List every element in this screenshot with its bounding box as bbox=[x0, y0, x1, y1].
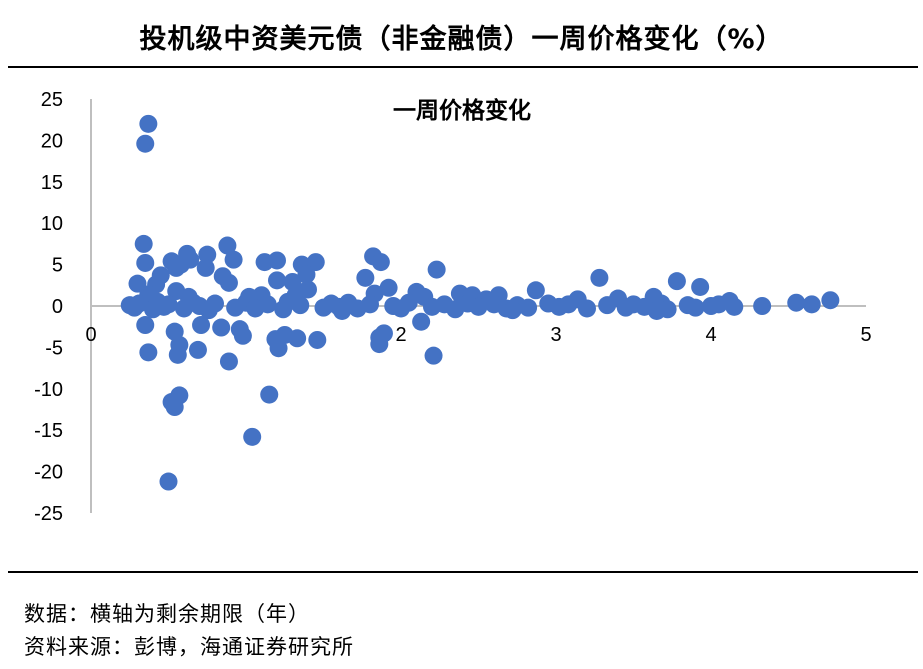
y-tick-label: 25 bbox=[41, 89, 63, 111]
data-point bbox=[691, 277, 710, 296]
data-point bbox=[787, 293, 806, 312]
data-points bbox=[120, 114, 840, 491]
data-point bbox=[291, 296, 310, 315]
x-tick-label: 3 bbox=[550, 324, 561, 346]
x-tick-label: 0 bbox=[85, 324, 96, 346]
data-point bbox=[130, 294, 149, 313]
data-point bbox=[139, 343, 158, 362]
data-note: 数据：横轴为剩余期限（年） bbox=[24, 602, 310, 626]
data-point bbox=[427, 260, 446, 279]
data-point bbox=[647, 301, 666, 320]
data-point bbox=[198, 245, 217, 264]
data-point bbox=[686, 298, 705, 317]
y-tick-label: -10 bbox=[34, 379, 63, 401]
data-point bbox=[667, 272, 686, 291]
data-point bbox=[224, 250, 243, 269]
title-divider bbox=[8, 66, 918, 68]
chart-title: 一周价格变化 bbox=[393, 97, 531, 124]
data-point bbox=[196, 258, 215, 277]
page-title: 投机级中资美元债（非金融债）一周价格变化（%） bbox=[139, 24, 784, 55]
data-point bbox=[306, 253, 325, 272]
data-point bbox=[519, 298, 538, 317]
data-point bbox=[206, 294, 224, 313]
y-tick-label: -5 bbox=[45, 337, 63, 359]
data-point bbox=[288, 329, 307, 348]
y-tick-label: 20 bbox=[41, 130, 63, 152]
data-point bbox=[260, 385, 279, 404]
data-point bbox=[219, 352, 238, 371]
data-point bbox=[212, 318, 231, 337]
data-point bbox=[136, 316, 155, 335]
data-point bbox=[165, 398, 184, 417]
data-point bbox=[159, 472, 178, 491]
data-point bbox=[802, 295, 821, 314]
data-point bbox=[371, 253, 390, 272]
data-point bbox=[258, 295, 277, 314]
x-tick-label: 2 bbox=[395, 324, 406, 346]
data-point bbox=[188, 340, 207, 359]
data-point bbox=[578, 299, 596, 318]
data-point bbox=[361, 295, 379, 314]
y-tick-label: -15 bbox=[34, 420, 63, 442]
data-point bbox=[308, 330, 327, 349]
data-point bbox=[598, 296, 617, 315]
data-point bbox=[379, 278, 398, 297]
data-point bbox=[821, 291, 840, 310]
data-point bbox=[412, 312, 431, 331]
y-tick-label: 5 bbox=[52, 255, 63, 277]
data-point bbox=[297, 265, 316, 284]
data-point bbox=[590, 268, 609, 287]
y-tick-label: -20 bbox=[34, 462, 63, 484]
data-point bbox=[218, 236, 237, 255]
data-point bbox=[243, 427, 262, 446]
data-point bbox=[333, 301, 352, 320]
y-tick-label: 10 bbox=[41, 213, 63, 235]
data-point bbox=[526, 281, 545, 300]
data-point bbox=[753, 297, 772, 315]
data-point bbox=[134, 234, 153, 253]
y-tick-label: -25 bbox=[34, 503, 63, 525]
data-point bbox=[268, 251, 286, 270]
source-note: 资料来源：彭博，海通证券研究所 bbox=[24, 635, 354, 659]
data-point bbox=[159, 295, 178, 314]
x-tick-label: 5 bbox=[860, 324, 871, 346]
data-point bbox=[356, 268, 375, 287]
data-point bbox=[136, 134, 155, 153]
data-point bbox=[559, 295, 578, 314]
data-point bbox=[399, 293, 418, 312]
data-point bbox=[181, 250, 200, 269]
data-point bbox=[168, 345, 187, 364]
data-point bbox=[424, 346, 443, 365]
data-point bbox=[374, 324, 393, 343]
data-point bbox=[268, 271, 286, 290]
x-tick-label: 4 bbox=[705, 324, 716, 346]
data-point bbox=[469, 297, 488, 316]
data-point bbox=[167, 258, 186, 277]
data-point bbox=[725, 297, 744, 316]
data-point bbox=[503, 301, 522, 320]
data-point bbox=[233, 326, 252, 345]
y-tick-labels: 25 20 15 10 5 0 -5 -10 -15 -20 -25 bbox=[34, 89, 63, 525]
data-point bbox=[139, 114, 158, 133]
y-tick-label: 0 bbox=[52, 296, 63, 318]
footer-divider bbox=[8, 571, 918, 573]
data-point bbox=[709, 295, 728, 314]
y-tick-label: 15 bbox=[41, 172, 63, 194]
data-point bbox=[219, 273, 238, 292]
data-point bbox=[192, 316, 211, 335]
data-point bbox=[136, 253, 155, 272]
